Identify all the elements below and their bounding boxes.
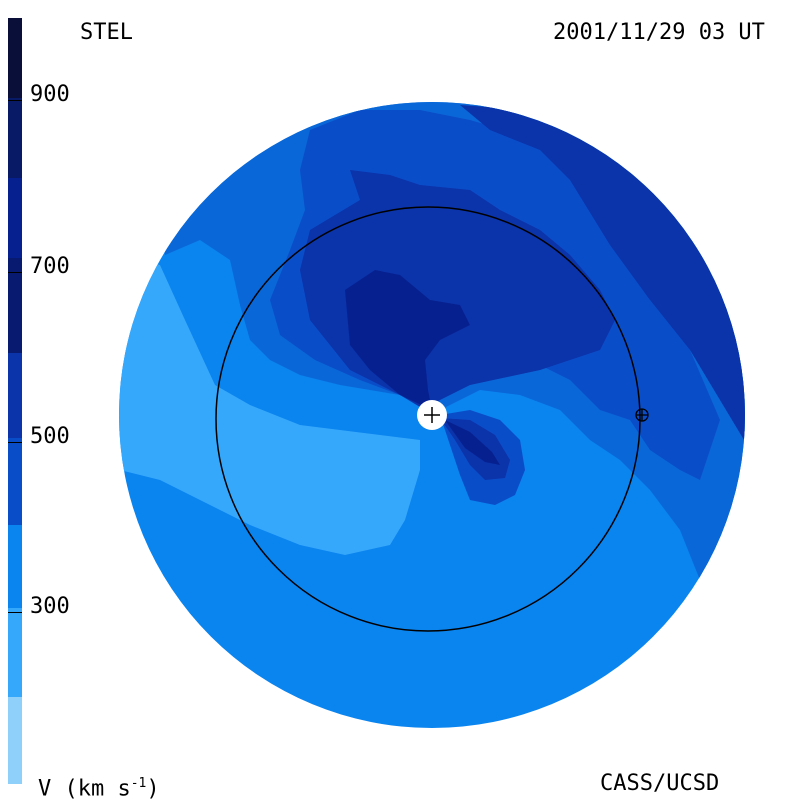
colorbar-tick-500 [8,442,22,443]
colorbar-band-7 [8,697,22,784]
colorbar-label-300: 300 [30,594,70,619]
colorbar-tick-700 [8,272,22,273]
velocity-region-700 [345,270,470,410]
colorbar-tick-900 [8,100,22,101]
velocity-colorbar [8,18,22,784]
colorbar-band-3 [8,178,22,258]
unit-label: V (km s-1) [38,773,160,800]
unit-label-exponent: -1 [130,776,147,791]
instrument-label: STEL [80,20,133,45]
earth-cross-icon [636,409,648,421]
colorbar-label-700: 700 [30,254,70,279]
colorbar-tick-300 [8,612,22,613]
colorbar-band-low [8,608,22,697]
colorbar-band-2 [8,98,22,178]
colorbar-band-mid [8,438,22,525]
timestamp-label: 2001/11/29 03 UT [553,20,765,45]
velocity-region-300 [119,250,420,555]
colorbar-label-900: 900 [30,82,70,107]
earth-orbit [215,206,641,632]
unit-label-text: V (km s [38,776,131,801]
velocity-region-700-se [445,420,500,465]
colorbar-band-1 [8,18,22,98]
sun-cross-icon [424,407,440,423]
colorbar-band-4 [8,258,22,353]
unit-label-close: ) [146,776,160,801]
colorbar-label-500: 500 [30,424,70,449]
credit-label: CASS/UCSD [600,771,720,796]
